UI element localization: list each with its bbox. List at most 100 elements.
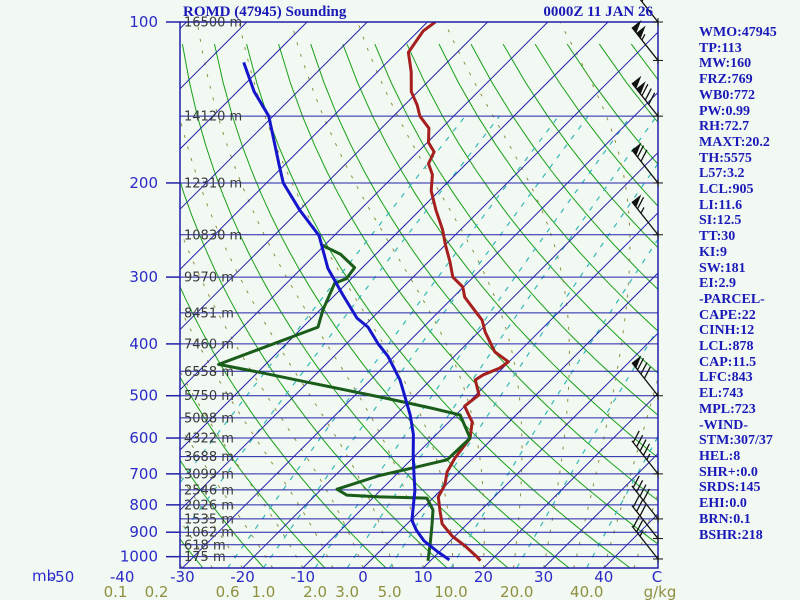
mixing-unit-label: g/kg (644, 583, 677, 600)
moist-adiabat-line (196, 22, 424, 568)
height-label: 4322 m (184, 432, 234, 447)
isotherm-line (182, 91, 658, 568)
isotherm-line (422, 332, 658, 568)
barb-feather (642, 488, 651, 501)
mixing-ratio-line (314, 115, 631, 568)
index-line: CINH:12 (699, 323, 755, 339)
index-line: -WIND- (699, 417, 748, 433)
barb-feather (632, 515, 640, 528)
moist-adiabat-line (180, 116, 394, 568)
height-label: 3688 m (184, 450, 234, 465)
barb-feather (632, 495, 640, 508)
mixing-ratio-line (262, 115, 589, 568)
temp-tick-label: 40 (594, 568, 613, 586)
mixing-ratio-line (389, 162, 658, 568)
wind-barb (631, 475, 663, 523)
height-labels: 16500 m 14120 m 12310 m 10830 m 9570 m 8451 m… (184, 16, 242, 566)
wind-barb (631, 142, 663, 187)
pressure-axis: 100 200 300 400 500 600 700 800 900 1000 mb (32, 13, 180, 585)
height-label: 5750 m (184, 389, 234, 404)
barb-feather (636, 499, 644, 512)
indices-panel: WMO:47945 TP:113 MW:160 FRZ:769 WB0:772 PW:0.… (699, 25, 777, 543)
mixing-ratio-line (346, 115, 658, 568)
isotherm-line (543, 452, 658, 568)
height-label: 12310 m (184, 176, 242, 191)
barb-feather (639, 503, 647, 517)
barb-feather (636, 520, 644, 533)
barb-pennant (636, 25, 646, 39)
dry-adiabat-line (180, 538, 204, 568)
mixing-tick-label: 2.0 (303, 583, 327, 600)
height-label: 16500 m (184, 16, 242, 31)
index-line: STM:307/37 (699, 433, 773, 449)
plot-frame (179, 21, 659, 569)
pressure-unit-label: mb (32, 567, 56, 585)
wind-barb (631, 20, 663, 65)
barb-pennant (631, 142, 642, 156)
temp-tick-label: -20 (230, 568, 255, 586)
height-label: 6558 m (184, 365, 234, 380)
barb-feather (643, 366, 651, 379)
temp-tick-label: 10 (414, 568, 433, 586)
moist-adiabat-line (0, 20, 152, 568)
isotherm-line (180, 22, 308, 150)
index-line: EL:743 (699, 386, 744, 402)
dry-adiabat-line (214, 43, 570, 568)
index-line: SHR+:0.0 (699, 464, 758, 480)
index-line: WB0:772 (699, 87, 755, 103)
pressure-tick-label: 600 (129, 429, 158, 447)
moist-adiabats (0, 20, 658, 568)
mixing-tick-label: 10.0 (434, 583, 467, 600)
isobars (180, 22, 658, 558)
pressure-tick-label: 700 (129, 465, 158, 483)
height-label: 9570 m (184, 271, 234, 286)
index-line: SI:12.5 (699, 213, 742, 229)
height-label: 618 m (184, 538, 226, 553)
pressure-tick-label: 1000 (120, 548, 158, 566)
isotherm-line (180, 22, 368, 210)
mixing-tick-label: 20.0 (500, 583, 533, 600)
wind-barb (631, 75, 663, 121)
isotherm-line (180, 22, 187, 30)
parcel-trace (242, 61, 451, 562)
mixing-tick-label: 40.0 (570, 583, 603, 600)
index-line: TT:30 (699, 229, 736, 245)
dry-adiabat-line (470, 43, 658, 291)
barb-pennant (631, 75, 642, 89)
barb-feather (640, 149, 648, 162)
dry-adiabat-line (406, 43, 658, 374)
moist-adiabat-line (444, 22, 570, 568)
plot-border (179, 21, 659, 569)
wind-barb (631, 355, 663, 400)
moist-adiabat-line (180, 474, 244, 568)
dry-adiabat-line (310, 43, 658, 502)
dry-adiabat-line (438, 43, 658, 332)
barb-half-feather (646, 453, 651, 461)
index-line: -PARCEL- (699, 291, 765, 307)
barb-feather (632, 475, 640, 488)
dry-adiabat-line (180, 285, 387, 568)
isotherm-line (242, 151, 658, 568)
pressure-tick-label: 100 (129, 13, 158, 31)
temp-tick-label: -40 (110, 568, 135, 586)
barb-half-feather (640, 207, 645, 214)
temp-tick-label: -10 (291, 568, 316, 586)
moist-adiabat-line (180, 425, 274, 568)
moist-adiabat-line (357, 22, 523, 568)
mixing-tick-label: 0.6 (216, 583, 240, 600)
dry-adiabat-line (180, 459, 265, 568)
height-label: 3099 m (184, 467, 234, 482)
index-line: SW:181 (699, 260, 746, 276)
index-line: WMO:47945 (699, 25, 777, 40)
temp-tick-label: -30 (170, 568, 195, 586)
index-line: CAPE:22 (699, 307, 756, 323)
barb-feather (648, 92, 656, 105)
index-line: L57:3.2 (699, 166, 745, 182)
temp-tick-label: -50 (50, 568, 75, 586)
wind-barb (631, 194, 663, 239)
index-line: CAP:11.5 (699, 354, 757, 370)
height-label: 8451 m (184, 306, 234, 321)
barb-feather (636, 434, 644, 448)
